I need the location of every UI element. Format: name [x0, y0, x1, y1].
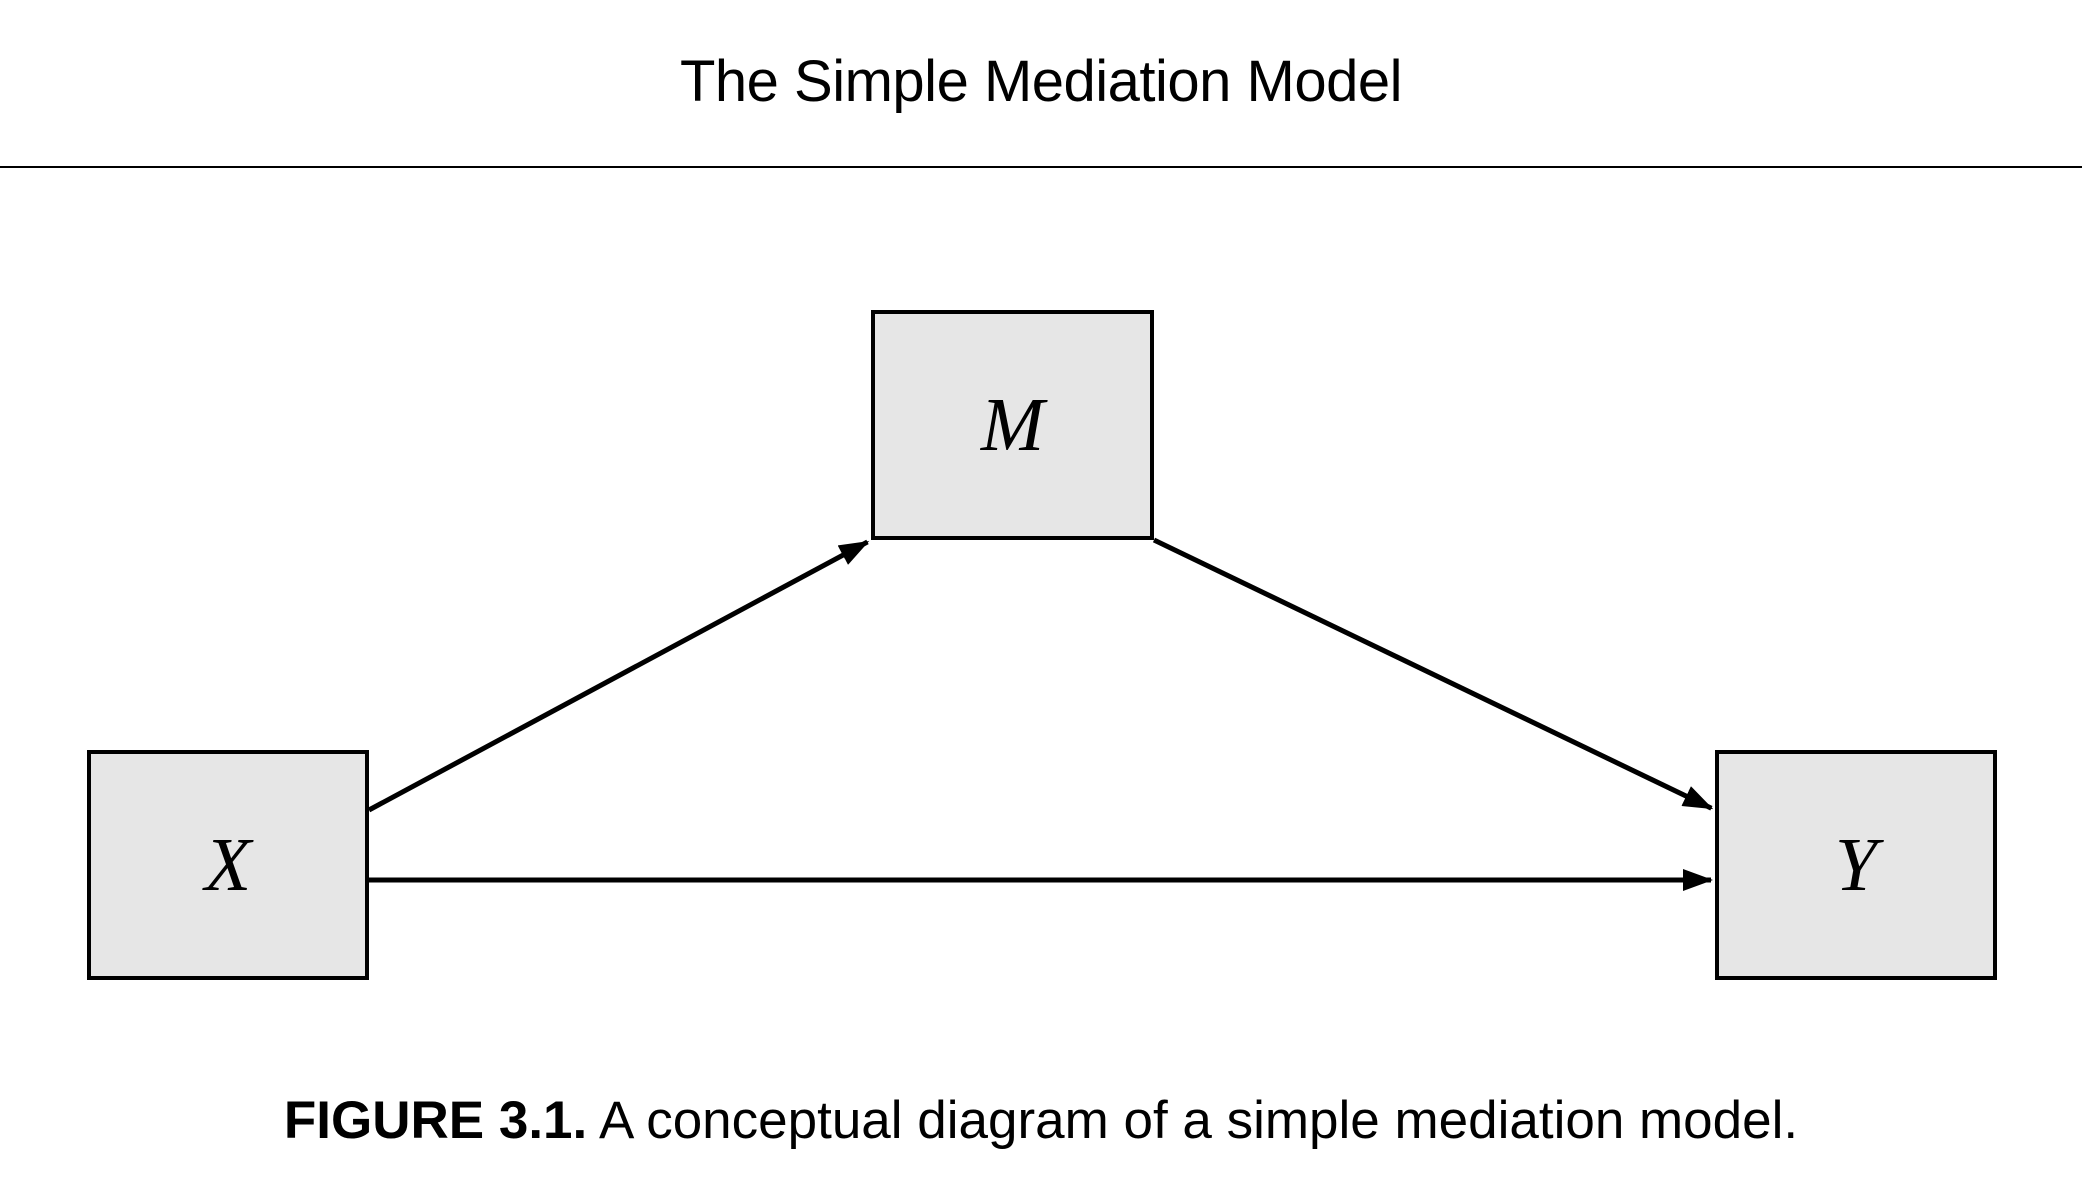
node-y: Y — [1715, 750, 1997, 980]
figure-text: A conceptual diagram of a simple mediati… — [587, 1091, 1798, 1150]
edge-x-to-m — [369, 542, 867, 810]
edge-m-to-y — [1154, 540, 1711, 808]
node-x: X — [87, 750, 369, 980]
node-m: M — [871, 310, 1154, 540]
diagram-svg — [0, 0, 2082, 1203]
page-title: The Simple Mediation Model — [0, 48, 2082, 115]
title-divider — [0, 166, 2082, 168]
figure-label: FIGURE 3.1. — [284, 1091, 587, 1150]
figure-caption: FIGURE 3.1. A conceptual diagram of a si… — [0, 1090, 2082, 1151]
